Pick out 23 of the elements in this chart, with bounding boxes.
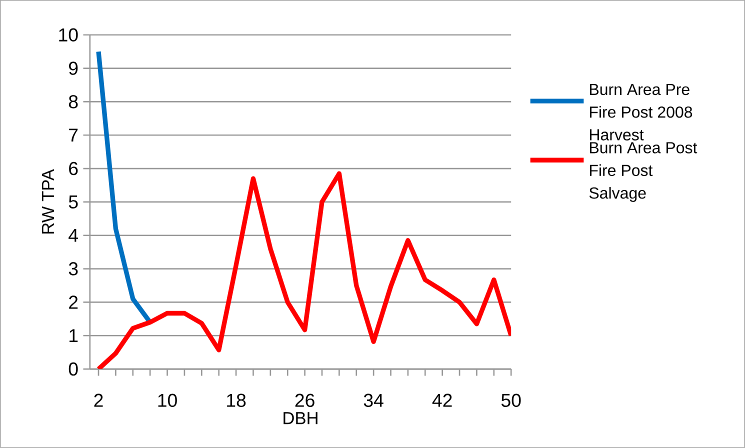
legend-label: Burn Area Pre Fire Post 2008 Harvest — [590, 84, 692, 140]
y-tick-label: 2 — [69, 296, 78, 309]
y-tick-label: 0 — [68, 362, 78, 376]
x-tick-label: 26 — [295, 394, 314, 408]
y-tick-label: 6 — [69, 162, 78, 176]
x-tick-label: 50 — [501, 394, 521, 408]
y-tick-label: 1 — [70, 329, 78, 342]
y-axis-title: RW TPA — [42, 169, 54, 234]
y-tick-label: 8 — [68, 95, 78, 108]
x-tick-label: 2 — [94, 394, 103, 407]
y-tick-label: 5 — [68, 195, 78, 209]
x-tick-label: 34 — [364, 394, 384, 408]
y-tick-label: 10 — [59, 28, 78, 42]
y-tick-label: 7 — [69, 128, 78, 142]
x-tick-label: 10 — [158, 394, 177, 408]
y-tick-label: 4 — [68, 228, 78, 242]
y-tick-label: 9 — [69, 62, 78, 75]
x-tick-label: 18 — [227, 394, 246, 408]
x-tick-label: 42 — [432, 394, 452, 407]
x-axis-title: DBH — [284, 412, 318, 424]
line-series — [96, 171, 512, 370]
y-tick-label: 3 — [68, 262, 78, 276]
legend-label: Burn Area Post Fire Post Salvage — [589, 142, 698, 202]
